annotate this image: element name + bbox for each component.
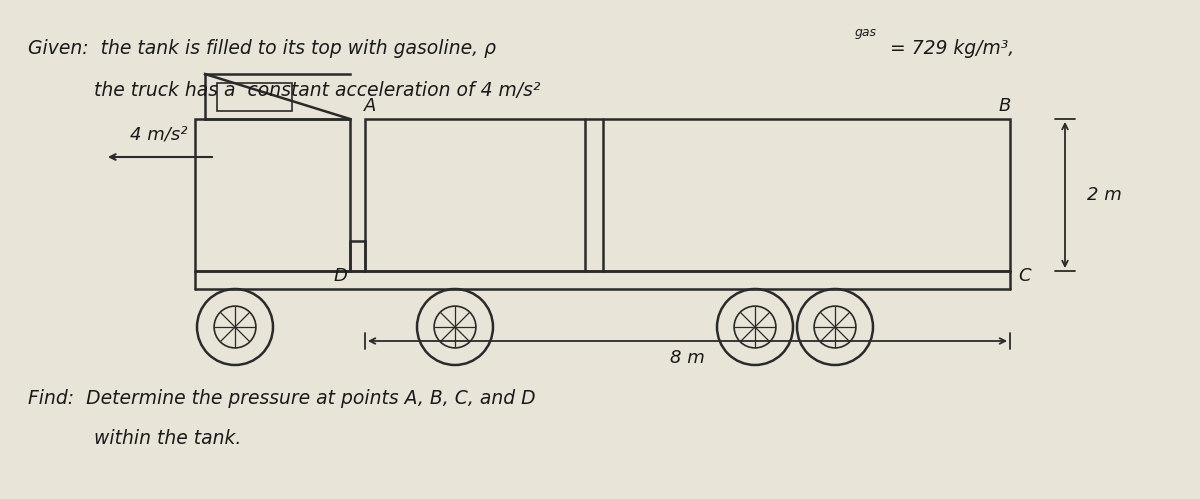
Text: the truck has a  constant acceleration of 4 m/s²: the truck has a constant acceleration of…	[28, 81, 540, 100]
Text: within the tank.: within the tank.	[28, 429, 241, 448]
Text: 8 m: 8 m	[670, 349, 704, 367]
Text: = 729 kg/m³,: = 729 kg/m³,	[890, 39, 1014, 58]
Bar	[217, 83, 292, 111]
Text: Find:  Determine the pressure at points A, B, C, and D: Find: Determine the pressure at points A…	[28, 389, 535, 408]
Text: 4 m/s²: 4 m/s²	[130, 125, 187, 143]
Text: gas: gas	[856, 26, 877, 39]
Text: A: A	[364, 97, 376, 115]
Bar	[194, 119, 350, 271]
Text: B: B	[998, 97, 1012, 115]
Text: Given:  the tank is filled to its top with gasoline, ρ: Given: the tank is filled to its top wit…	[28, 39, 496, 58]
Bar	[365, 119, 1010, 271]
Text: C: C	[1019, 267, 1031, 285]
Text: 2 m: 2 m	[1087, 186, 1122, 204]
Text: D: D	[334, 267, 347, 285]
